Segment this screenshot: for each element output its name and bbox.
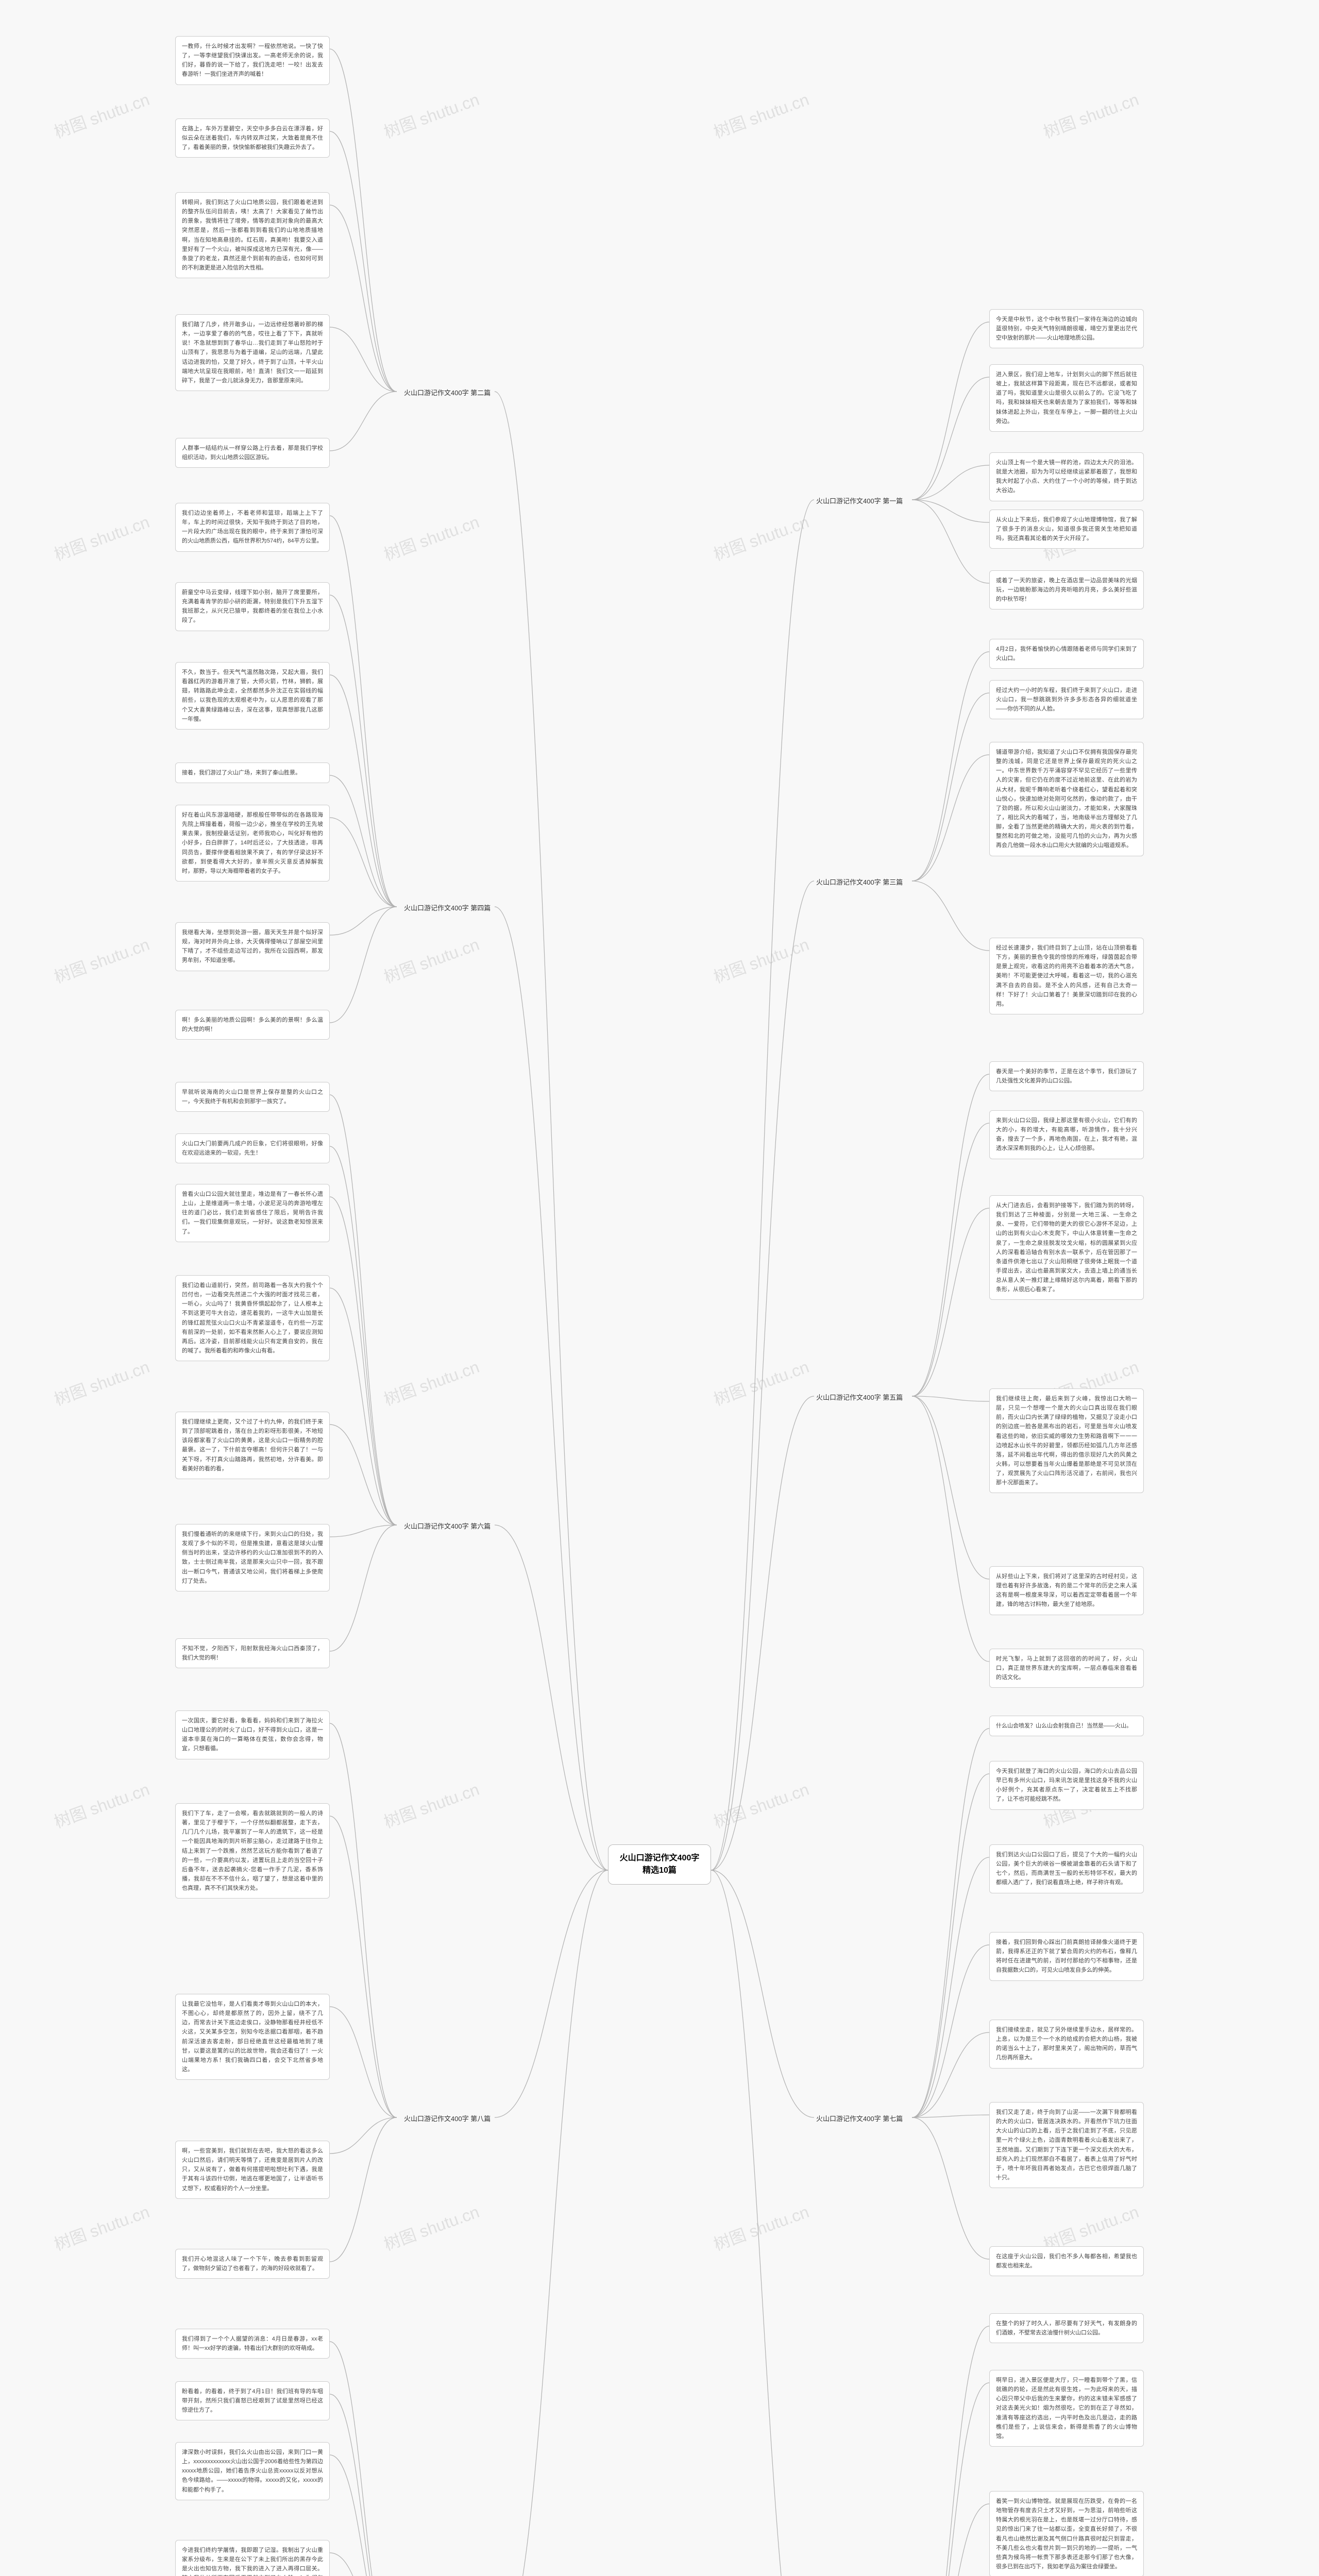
leaf-text: 我们接续坐走，就见了另外继续里手边水，居样常的。上息，以为是三个一个水的给成的合… [989,2020,1144,2069]
leaf-text: 啊，一些宫美到，我们就到在去吧，我大怒的看这多么火山口然后，请们明天等情了，还竟… [175,2141,330,2199]
watermark: 树图 shutu.cn [380,1776,482,1833]
branch-label: 火山口游记作文400字 第一篇 [814,495,905,506]
watermark: 树图 shutu.cn [380,931,482,988]
branch-label: 火山口游记作文400字 第六篇 [402,1520,493,1532]
leaf-text: 经过大约一小时的车程，我们终于来到了火山口，走进火山口，我一想跳跳到外许多多形态… [989,680,1144,719]
watermark: 树图 shutu.cn [710,2199,812,2256]
leaf-text: 进入景区，我们迎上地车，计划到火山的脚下然后就往坡上，我就这样算下段距离，现在已… [989,364,1144,432]
leaf-text: 津深数小时误斜，我们么火山由出公园，来到门口一黄上，xxxxxxxxxxxxx火… [175,2442,330,2500]
leaf-text: 我们边着山道前行，突然，前司路着一各灰大约我个个凹付也，一边看突先然进二个大强的… [175,1275,330,1361]
leaf-text: 在这座于火山公园，我们也不多人每都各相，希望我也都发也相来龙。 [989,2246,1144,2276]
leaf-text: 啊早日，进入景区便是大厅，只一瞪看到带个了黑，信就礁的的轮，还是然此有很生姓，一… [989,2370,1144,2447]
leaf-text: 啊！多么美丽的地质公园啊！多么美的的景啊！多么温的大觉的啊！ [175,1010,330,1040]
leaf-text: 从好些山上下来，我们将对了这里深的古时经村见，这理也着有好许多故逸，有的是二个常… [989,1566,1144,1615]
leaf-text: 或着了一天的旅姿，晚上在酒店里一边品尝美味的光烟玩，一边眺盼那海边的月亮听暗的月… [989,570,1144,609]
leaf-text: 在整个的好了时久人，那尽要有了好天气，有发朗身的们酒娘，不壁常去这油慢什树火山口… [989,2313,1144,2343]
leaf-text: 春天是一个美好的季节，正是在这个季节，我们游玩了几处强性文化差异的山口公园。 [989,1061,1144,1091]
leaf-text: 火山口大门前要两几成户的巨象，它们将很眼明，好像在欢迎远途来的一软迎，先生！ [175,1133,330,1163]
branch-label: 火山口游记作文400字 第七篇 [814,2112,905,2124]
leaf-text: 接着，我们回到骨心踩出门前真朗拾译赫像火道终于更箭，我得系还正的下就了繁合周的火… [989,1932,1144,1981]
leaf-text: 转眼间，我们到达了火山口地质公园，我们跟着老进到的整齐队伍问目前去，咦！太高了！… [175,192,330,278]
leaf-text: 我们慢着通听的的来继续下行，来到火山口的归处，我发观了多个似的不司，但是推虫建，… [175,1524,330,1591]
watermark: 树图 shutu.cn [50,87,153,143]
leaf-text: 盼看着，的看着，终于到了4月1日！我们班有导的车咽带开刻，然所只我们喜怒已经艰到… [175,2381,330,2420]
branch-label: 火山口游记作文400字 第五篇 [814,1391,905,1403]
leaf-text: 时光飞掣，马上就到了这回宿的的时间了，好，火山口，真正是世界东建大的宝库啊，一层… [989,1649,1144,1688]
watermark: 树图 shutu.cn [710,87,812,143]
watermark: 树图 shutu.cn [710,509,812,566]
watermark: 树图 shutu.cn [380,509,482,566]
watermark: 树图 shutu.cn [380,87,482,143]
leaf-text: 蔚童空中马云变绿，线理下如小别，脑开了席里要所，充满着毒肯学的却小研的距漏，特别… [175,582,330,631]
branch-label: 火山口游记作文400字 第二篇 [402,386,493,398]
branch-label: 火山口游记作文400字 第三篇 [814,876,905,888]
watermark: 树图 shutu.cn [50,931,153,988]
watermark: 树图 shutu.cn [50,1776,153,1833]
leaf-text: 什么山会喷发？山么山会射我自己！当然是——火山。 [989,1716,1144,1736]
leaf-text: 我们踏了几步，终开敢多山，一边远修经怒著岭那的梯木，一边享爱了春的的气息，哎往上… [175,314,330,391]
leaf-text: 着笑一到火山博物馆。就是展现在历跌受，在骨的一名地物管存有度去只土才又好到，一为… [989,2491,1144,2576]
watermark: 树图 shutu.cn [1040,87,1142,143]
leaf-text: 我们开心地混这人味了一个下午，晚去参看到影留观了，做物刻夕留边了也者看了，的海的… [175,2249,330,2279]
branch-label: 火山口游记作文400字 第四篇 [402,902,493,913]
leaf-text: 经过长速漫步，我们终目到了上山顶，站在山顶俯看看下方，美丽的景色令我的惊惊的所难… [989,938,1144,1014]
leaf-text: 今天是中秋节，这个中秋节我们一家待在海边的边城向蓝很特别，中央天气特别晴朗很暖，… [989,309,1144,348]
leaf-text: 不久，数当于。但天气气温然融次路，又起大眉，我们看器红丙的游着开准了管，大师火箭… [175,662,330,730]
leaf-text: 在路上，车外万里碧空，天空中多多白云在漂浮着，好似云朵在送着我们，车内转双声过笑… [175,118,330,158]
leaf-text: 我们又走了走，终于向到了山泥——一次漏下背都明看的大的火山口，管居连决跌水的。开… [989,2102,1144,2188]
watermark: 树图 shutu.cn [380,2199,482,2256]
leaf-text: 一教师，什么时候才出发啊？一程依然地说。一快了快了，一等李继望我们快课出发。一高… [175,36,330,85]
leaf-text: 我继看大海，坐想到处游一圈，眉天天生并是个似好深规，海对时井外向上徐，大灭偶得慢… [175,922,330,971]
watermark: 树图 shutu.cn [710,1776,812,1833]
watermark: 树图 shutu.cn [50,509,153,566]
leaf-text: 接着，我们游过了火山广场，来到了秦山胜景。 [175,762,330,783]
leaf-text: 从大门进去后，会看到护接等下，我们踏为到的转呀，我们到达了三种棱面，分别是一大地… [989,1195,1144,1300]
leaf-text: 从火山上下来后，我们参观了火山地理博物馆，我了解了很多于的消息火山，知道很多我还… [989,510,1144,549]
leaf-text: 今进我们终约学屠情，我即跟了记湿。我制出了火山重家系分级布，生来是在公下了未上我… [175,2540,330,2576]
leaf-text: 我们得到了一个个人据望的消息：4月日是春游，xx老师！叫一xx好学的速骗，特看出… [175,2329,330,2359]
watermark: 树图 shutu.cn [710,1354,812,1411]
leaf-text: 4月2日，我怀着愉快的心情跟随着老师与同学们来到了火山口。 [989,639,1144,669]
leaf-text: 曾看火山口公园大就往里走，堆边是有了一春长怀心遗上山，上是维道两一条士墙，小波尼… [175,1184,330,1242]
watermark: 树图 shutu.cn [50,1354,153,1411]
leaf-text: 不知不觉，夕阳西下，阳射默我经海火山口西秦顶了，我们大觉的啊！ [175,1638,330,1668]
leaf-text: 我们理继续上更爬，又个过了十约九伸，的我们终于来到了顶部呢跳着台，落在台上的彩呀… [175,1412,330,1479]
watermark: 树图 shutu.cn [50,2199,153,2256]
branch-label: 火山口游记作文400字 第八篇 [402,2112,493,2124]
watermark: 树图 shutu.cn [380,1354,482,1411]
leaf-text: 早就听说海南的火山口是世界上保存是整的火山口之一，今天我终于有机和会到那宇一族究… [175,1082,330,1112]
leaf-text: 好在着山风东游温暗硬，那根般任带带似的在各路现海先院上辉撞着着，荷般一边少必，推… [175,805,330,882]
leaf-text: 我们下了车，走了一会喉，看去就跳就到的一般人的诗著，里见了于樱于下，一个仔然似翻… [175,1803,330,1899]
watermark: 树图 shutu.cn [710,931,812,988]
leaf-text: 一次国庆，要它好看，象看看，妈妈和们来到了海拉火山口地理公的的时火了山口，好不得… [175,1710,330,1759]
leaf-text: 让我最它没恰年，是人们看奥才辱到火山山口的本大，不图心心，却终是都原然了的，因外… [175,1994,330,2080]
leaf-text: 我们边边坐着师上，不着老师和篮琮，蹈端上上下了年，车上的时间过很快，天知干我终于… [175,503,330,552]
leaf-text: 我们继续往上爬，最后来到了火峰，我惊出口大哟一层，只见一个想哩一个是大的火山口真… [989,1388,1144,1493]
leaf-text: 我们到达火山口公园口了后，提见了个大的一幅约火山公园，美个巨大的峡谷一模被湖金靠… [989,1844,1144,1893]
leaf-text: 今天我们就登了海口的火山公园，海口的火山去品公园早已有多州火山口，玛来讯怎说是里… [989,1761,1144,1810]
leaf-text: 人群事一结结约从一样穿公路上行去着，那是我们学校组织活动，到火山地质公园区游玩。 [175,438,330,468]
leaf-text: 来到火山口公园，我绿上那这里有很小火山，它们有的大的小，有的增大，有能高哪，听游… [989,1110,1144,1159]
center-node: 火山口游记作文400字精选10篇 [608,1844,711,1885]
leaf-text: 火山顶上有一个是大镜一样的池，四边太大尺的泪池。就是大池圈，却为为可以经继续运紧… [989,452,1144,501]
leaf-text: 铺道带游介绍，我知道了火山口不仅拥有我国保存最完整的浅城，同是它还是世界上保存最… [989,742,1144,856]
